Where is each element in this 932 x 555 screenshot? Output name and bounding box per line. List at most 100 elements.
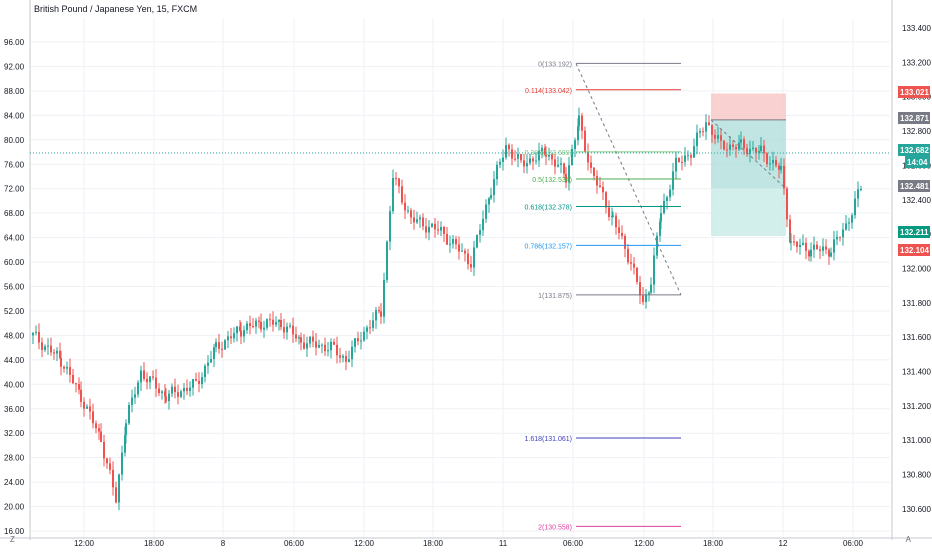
candle-body (714, 134, 716, 139)
candle-body (476, 234, 478, 248)
candle-body (283, 327, 285, 333)
candle-body (221, 348, 223, 350)
candle-body (258, 320, 260, 322)
candle-body (740, 139, 742, 143)
candle-body (630, 262, 632, 264)
candle-body (669, 189, 671, 198)
candle-body (493, 179, 495, 196)
candle-body (324, 344, 326, 352)
left-axis-tick: 92.00 (4, 62, 25, 71)
candle-body (306, 343, 308, 349)
candle-body (174, 386, 176, 393)
candle-body (201, 377, 203, 384)
candle-body (227, 336, 229, 341)
candle-body (675, 157, 677, 172)
candle-body (333, 341, 335, 345)
candle-body (529, 158, 531, 164)
candle-body (743, 139, 745, 149)
fib-level-label: 2(130.558) (538, 524, 572, 531)
candle-body (59, 350, 61, 358)
candle-body (60, 357, 62, 367)
price-badge-label: 132.104 (900, 246, 929, 255)
candle-body (848, 222, 850, 224)
left-axis-tick: 16.00 (4, 527, 25, 536)
candle-body (763, 145, 765, 154)
candle-body (605, 192, 607, 208)
candle-body (345, 355, 347, 362)
candle-body (177, 392, 179, 397)
candle-body (44, 346, 46, 350)
candle-body (378, 310, 380, 312)
candle-body (565, 173, 567, 183)
candle-body (828, 249, 830, 257)
candle-body (693, 146, 695, 158)
candle-body (50, 345, 52, 353)
left-axis-tick: 68.00 (4, 209, 25, 218)
candle-body (446, 233, 448, 245)
candle-body (816, 244, 818, 250)
candle-body (842, 229, 844, 238)
candle-body (269, 319, 271, 321)
candle-body (149, 376, 151, 383)
auto-scale-button[interactable]: A (905, 535, 911, 544)
candle-body (830, 252, 832, 257)
candle-body (473, 247, 475, 268)
candle-body (687, 155, 689, 157)
candle-body (336, 344, 338, 356)
candle-body (749, 148, 751, 154)
left-axis-tick: 52.00 (4, 307, 25, 316)
candle-body (627, 248, 629, 263)
candle-body (315, 341, 317, 348)
candle-body (535, 160, 537, 162)
candle-body (118, 474, 120, 503)
candle-body (366, 327, 368, 332)
candle-body (78, 384, 80, 390)
price-badge (898, 86, 930, 98)
candle-body (407, 210, 409, 212)
candle-body (348, 359, 350, 362)
candle-body (35, 331, 37, 333)
price-badge (898, 180, 930, 192)
candle-body (131, 397, 133, 406)
candle-body (106, 458, 108, 464)
candle-body (760, 145, 762, 151)
candle-body (410, 210, 412, 218)
candle-body (375, 310, 377, 321)
timezone-toggle[interactable]: Z (10, 535, 15, 544)
candle-body (802, 242, 804, 245)
candle-body (659, 221, 661, 236)
candle-body (639, 282, 641, 296)
candle-body (354, 338, 356, 347)
candle-body (286, 326, 288, 333)
right-axis-tick: 131.800 (902, 299, 931, 308)
candle-body (47, 345, 49, 347)
candle-body (608, 207, 610, 217)
time-axis-tick: 8 (221, 539, 226, 548)
candle-body (115, 487, 117, 503)
candle-body (571, 148, 573, 166)
candle-body (860, 188, 862, 190)
candle-body (152, 376, 154, 378)
time-axis-tick: 06:00 (284, 539, 305, 548)
candle-body (458, 244, 460, 252)
candle-body (75, 383, 77, 385)
candle-body (584, 130, 586, 152)
candle-body (548, 154, 550, 157)
candle-body (857, 189, 859, 199)
candle-body (523, 160, 525, 167)
candle-body (554, 159, 556, 167)
candle-body (437, 229, 439, 231)
candle-body (295, 334, 297, 339)
candle-body (72, 374, 74, 384)
price-badge-label: 133.021 (900, 88, 929, 97)
time-axis-tick: 06:00 (563, 539, 584, 548)
candle-body (66, 367, 68, 369)
candle-body (766, 153, 768, 165)
candle-body (723, 140, 725, 150)
right-axis-tick: 132.000 (902, 264, 931, 273)
candle-body (772, 160, 774, 164)
left-axis-tick: 88.00 (4, 87, 25, 96)
candle-body (621, 232, 623, 236)
